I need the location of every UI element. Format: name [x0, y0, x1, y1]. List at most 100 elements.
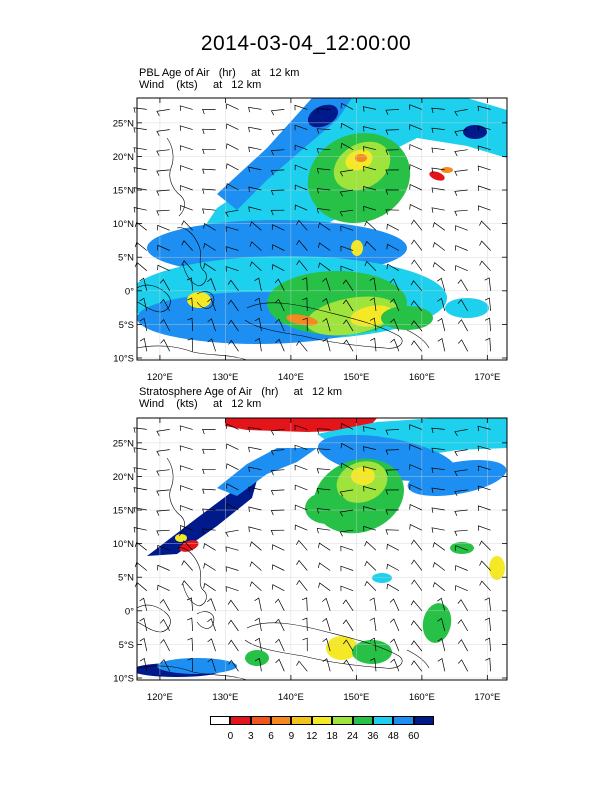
wind-barb-53	[248, 166, 262, 173]
wind-barb-147	[207, 277, 216, 291]
wind-barb-167	[302, 297, 308, 312]
coast-solomons	[406, 649, 430, 669]
wind-barb-123	[386, 243, 400, 251]
y-tick-label-4: 5°N	[118, 253, 134, 264]
wind-barb-85	[248, 526, 262, 532]
wind-barb-195	[207, 658, 216, 672]
wind-barb-36	[226, 143, 239, 151]
wind-barb-190	[457, 319, 469, 332]
wind-barb-151	[301, 277, 308, 291]
wind-barb-83	[202, 208, 216, 214]
wind-barb-133	[249, 581, 262, 591]
wind-barb-121	[340, 565, 354, 572]
wind-barb-81	[156, 529, 170, 536]
wind-barb-86	[270, 529, 285, 536]
wind-barb-141	[432, 582, 446, 591]
wind-barb-113	[157, 244, 170, 251]
wind-barb-52	[226, 163, 239, 171]
x-tick-label-0: 120°E	[147, 372, 173, 383]
wind-barb-129	[157, 584, 170, 592]
wind-barb-22	[270, 449, 285, 456]
wind-barb-153	[342, 279, 354, 291]
wind-barb-36	[226, 463, 239, 471]
wind-barb-160	[139, 617, 148, 632]
colorbar-label-6: 24	[346, 731, 359, 742]
wind-barb-101	[249, 541, 262, 551]
wind-barb-145	[159, 278, 171, 291]
wind-barb-135	[296, 259, 308, 271]
field-navy-right	[463, 125, 487, 139]
wind-barb-140	[411, 259, 423, 271]
wind-barb-169	[342, 619, 354, 632]
wind-barb-143	[479, 260, 491, 271]
wind-barb-151	[301, 597, 308, 611]
wind-barb-119	[296, 559, 308, 571]
wind-barb-174	[457, 619, 469, 632]
field-navy-top	[307, 104, 339, 128]
wind-barb-76	[409, 503, 423, 511]
wind-barb-199	[296, 340, 308, 352]
wind-barb-157	[437, 277, 446, 291]
wind-barb-62	[454, 489, 468, 497]
wind-barb-64	[133, 187, 147, 193]
wind-barb-91	[385, 209, 399, 215]
wind-barb-63	[477, 165, 491, 172]
wind-barb-54	[270, 489, 285, 496]
wind-barb-189	[437, 637, 446, 652]
colorbar-label-9: 60	[408, 731, 420, 742]
wind-barb-92	[409, 523, 423, 531]
wind-barb-29	[431, 127, 445, 133]
wind-barb-174	[457, 299, 469, 312]
wind-barb-186	[369, 637, 377, 652]
wind-barb-137	[340, 585, 354, 592]
wind-barb-25	[340, 442, 354, 450]
colorbar-label-0: 0	[227, 731, 234, 742]
axis-ticks: 120°E 130°E 140°E 150°E 160°E 170°E 25°N 20°N 15…	[113, 98, 507, 383]
wind-barb-16	[133, 447, 147, 453]
wind-barb-136	[318, 582, 331, 591]
coast-philippines	[176, 227, 207, 287]
wind-barb-171	[389, 298, 400, 312]
wind-barb-9	[340, 422, 354, 430]
colorbar-swatch-0	[210, 716, 231, 725]
wind-barb-162	[187, 617, 194, 632]
wind-barb-127	[479, 560, 491, 571]
wind-barb-34	[179, 145, 193, 151]
colorbar-swatch-4	[291, 716, 312, 725]
wind-barb-78	[454, 509, 468, 517]
wind-barb-98	[181, 540, 193, 551]
wind-barb-158	[457, 279, 468, 291]
wind-barb-89	[339, 209, 354, 217]
x-tick-label-5: 170°E	[474, 372, 500, 383]
y-tick-label-4: 5°N	[118, 573, 134, 584]
wind-barb-2	[179, 105, 193, 111]
wind-barb-187	[390, 318, 400, 332]
grid	[137, 98, 507, 360]
wind-barb-116	[225, 246, 239, 252]
wind-barb-148	[227, 279, 239, 292]
wind-barb-49	[156, 489, 170, 496]
wind-barb-57	[339, 489, 354, 497]
field-cyclone-orange	[355, 154, 367, 162]
wind-barb-120	[317, 562, 331, 571]
wind-barb-48	[133, 167, 147, 173]
wind-barb-92	[409, 203, 423, 211]
wind-barb-161	[160, 618, 171, 632]
wind-barb-95	[478, 525, 491, 531]
field-yellow-east	[489, 556, 505, 580]
field-green-mid	[305, 492, 349, 524]
wind-barb-80	[133, 207, 147, 213]
wind-barb-0	[133, 107, 147, 113]
wind-barb-176	[139, 317, 148, 332]
wind-barb-177	[160, 638, 171, 652]
wind-barb-110	[455, 545, 468, 551]
colorbar-swatch-10	[413, 716, 434, 725]
wind-barb-130	[181, 580, 193, 591]
wind-barb-1	[156, 429, 170, 436]
wind-barb-8	[316, 428, 331, 434]
wind-barb-118	[271, 244, 285, 251]
field-blue-west	[167, 226, 247, 270]
wind-barb-122	[364, 560, 377, 571]
wind-barb-127	[479, 240, 491, 251]
wind-barb-11	[385, 109, 399, 115]
